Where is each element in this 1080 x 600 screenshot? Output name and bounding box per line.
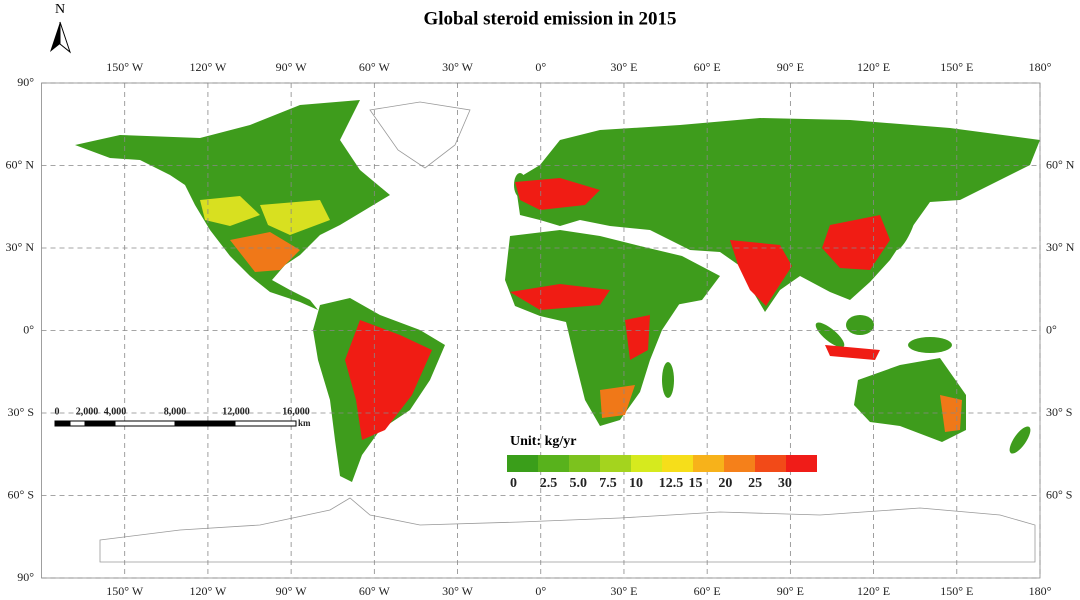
legend-swatch (662, 455, 693, 472)
scale-label: 12,000 (222, 406, 250, 417)
longitude-label-bottom: 150° W (106, 584, 144, 598)
scale-segment (54, 420, 71, 427)
scale-segment (234, 420, 297, 427)
landmass (75, 100, 1040, 563)
legend-label: 2.5 (540, 476, 558, 491)
legend-label: 5.0 (570, 476, 588, 491)
latitude-label-left: 60° S (8, 487, 34, 501)
legend-label: 0 (510, 476, 517, 491)
longitude-label-top: 150° E (940, 60, 973, 74)
longitude-label-top: 30° W (442, 60, 474, 74)
scale-segment (84, 420, 116, 427)
longitude-label-bottom: 60° W (359, 584, 391, 598)
longitude-label-top: 90° E (777, 60, 804, 74)
legend-label: 30 (778, 476, 792, 491)
latitude-label-right: 60° N (1046, 157, 1075, 171)
longitude-label-top: 30° E (610, 60, 637, 74)
scale-segment (174, 420, 236, 427)
scale-label: 16,000 (282, 406, 310, 417)
legend-label: 12.5 (659, 476, 684, 491)
legend-swatch (755, 455, 786, 472)
legend-title: Unit: kg/yr (510, 434, 577, 449)
scale-segment (69, 420, 86, 427)
scale-label: 8,000 (164, 406, 187, 417)
legend-swatch (569, 455, 600, 472)
longitude-label-bottom: 90° W (276, 584, 308, 598)
north-label: N (55, 2, 65, 17)
longitude-label-top: 120° W (189, 60, 227, 74)
map-title: Global steroid emission in 2015 (423, 8, 676, 29)
latitude-label-left: 30° S (8, 405, 34, 419)
longitude-label-bottom: 150° E (940, 584, 973, 598)
latitude-label-left: 60° N (6, 157, 35, 171)
legend-label: 7.5 (599, 476, 617, 491)
scale-label: 0 (55, 406, 60, 417)
longitude-label-bottom: 120° E (857, 584, 890, 598)
longitude-label-bottom: 60° E (694, 584, 721, 598)
latitude-label-left: 90° (17, 570, 34, 584)
latitude-label-left: 0° (23, 322, 34, 336)
longitude-label-top: 0° (535, 60, 546, 74)
latitude-label-left: 30° N (6, 240, 35, 254)
legend-label: 20 (718, 476, 732, 491)
latitude-label-right: 60° S (1046, 487, 1072, 501)
legend-swatch (786, 455, 817, 472)
legend-label: 15 (689, 476, 703, 491)
legend-swatch (631, 455, 662, 472)
latitude-label-right: 30° N (1046, 240, 1075, 254)
longitude-label-bottom: 90° E (777, 584, 804, 598)
latitude-label-right: 30° S (1046, 405, 1072, 419)
longitude-label-top: 150° W (106, 60, 144, 74)
legend-swatch (600, 455, 631, 472)
legend-label: 25 (748, 476, 762, 491)
scale-unit: km (298, 418, 311, 428)
legend: Unit: kg/yr 0 2.5 5.0 7.5 10 12.5 15 20 25 30 (507, 434, 817, 491)
legend-swatch (693, 455, 724, 472)
legend-swatch (538, 455, 569, 472)
longitude-label-bottom: 30° E (610, 584, 637, 598)
legend-label: 10 (629, 476, 643, 491)
longitude-label-bottom: 120° W (189, 584, 227, 598)
legend-swatch (507, 455, 538, 472)
longitude-label-bottom: 0° (535, 584, 546, 598)
scale-segment (114, 420, 176, 427)
latitude-label-right: 0° (1046, 322, 1057, 336)
longitude-label-top: 60° E (694, 60, 721, 74)
scale-label: 2,000 (76, 406, 99, 417)
graticule: 150° W 150° W 120° W 120° W 90° W 90° W 60° W 6… (6, 60, 1075, 598)
longitude-label-bottom: 180° (1029, 584, 1052, 598)
scale-label: 4,000 (104, 406, 127, 417)
legend-swatch (724, 455, 755, 472)
north-arrow: N (50, 2, 72, 54)
longitude-label-top: 60° W (359, 60, 391, 74)
longitude-label-top: 90° W (276, 60, 308, 74)
longitude-label-bottom: 30° W (442, 584, 474, 598)
longitude-label-top: 120° E (857, 60, 890, 74)
latitude-label-left: 90° (17, 75, 34, 89)
longitude-label-top: 180° (1029, 60, 1052, 74)
